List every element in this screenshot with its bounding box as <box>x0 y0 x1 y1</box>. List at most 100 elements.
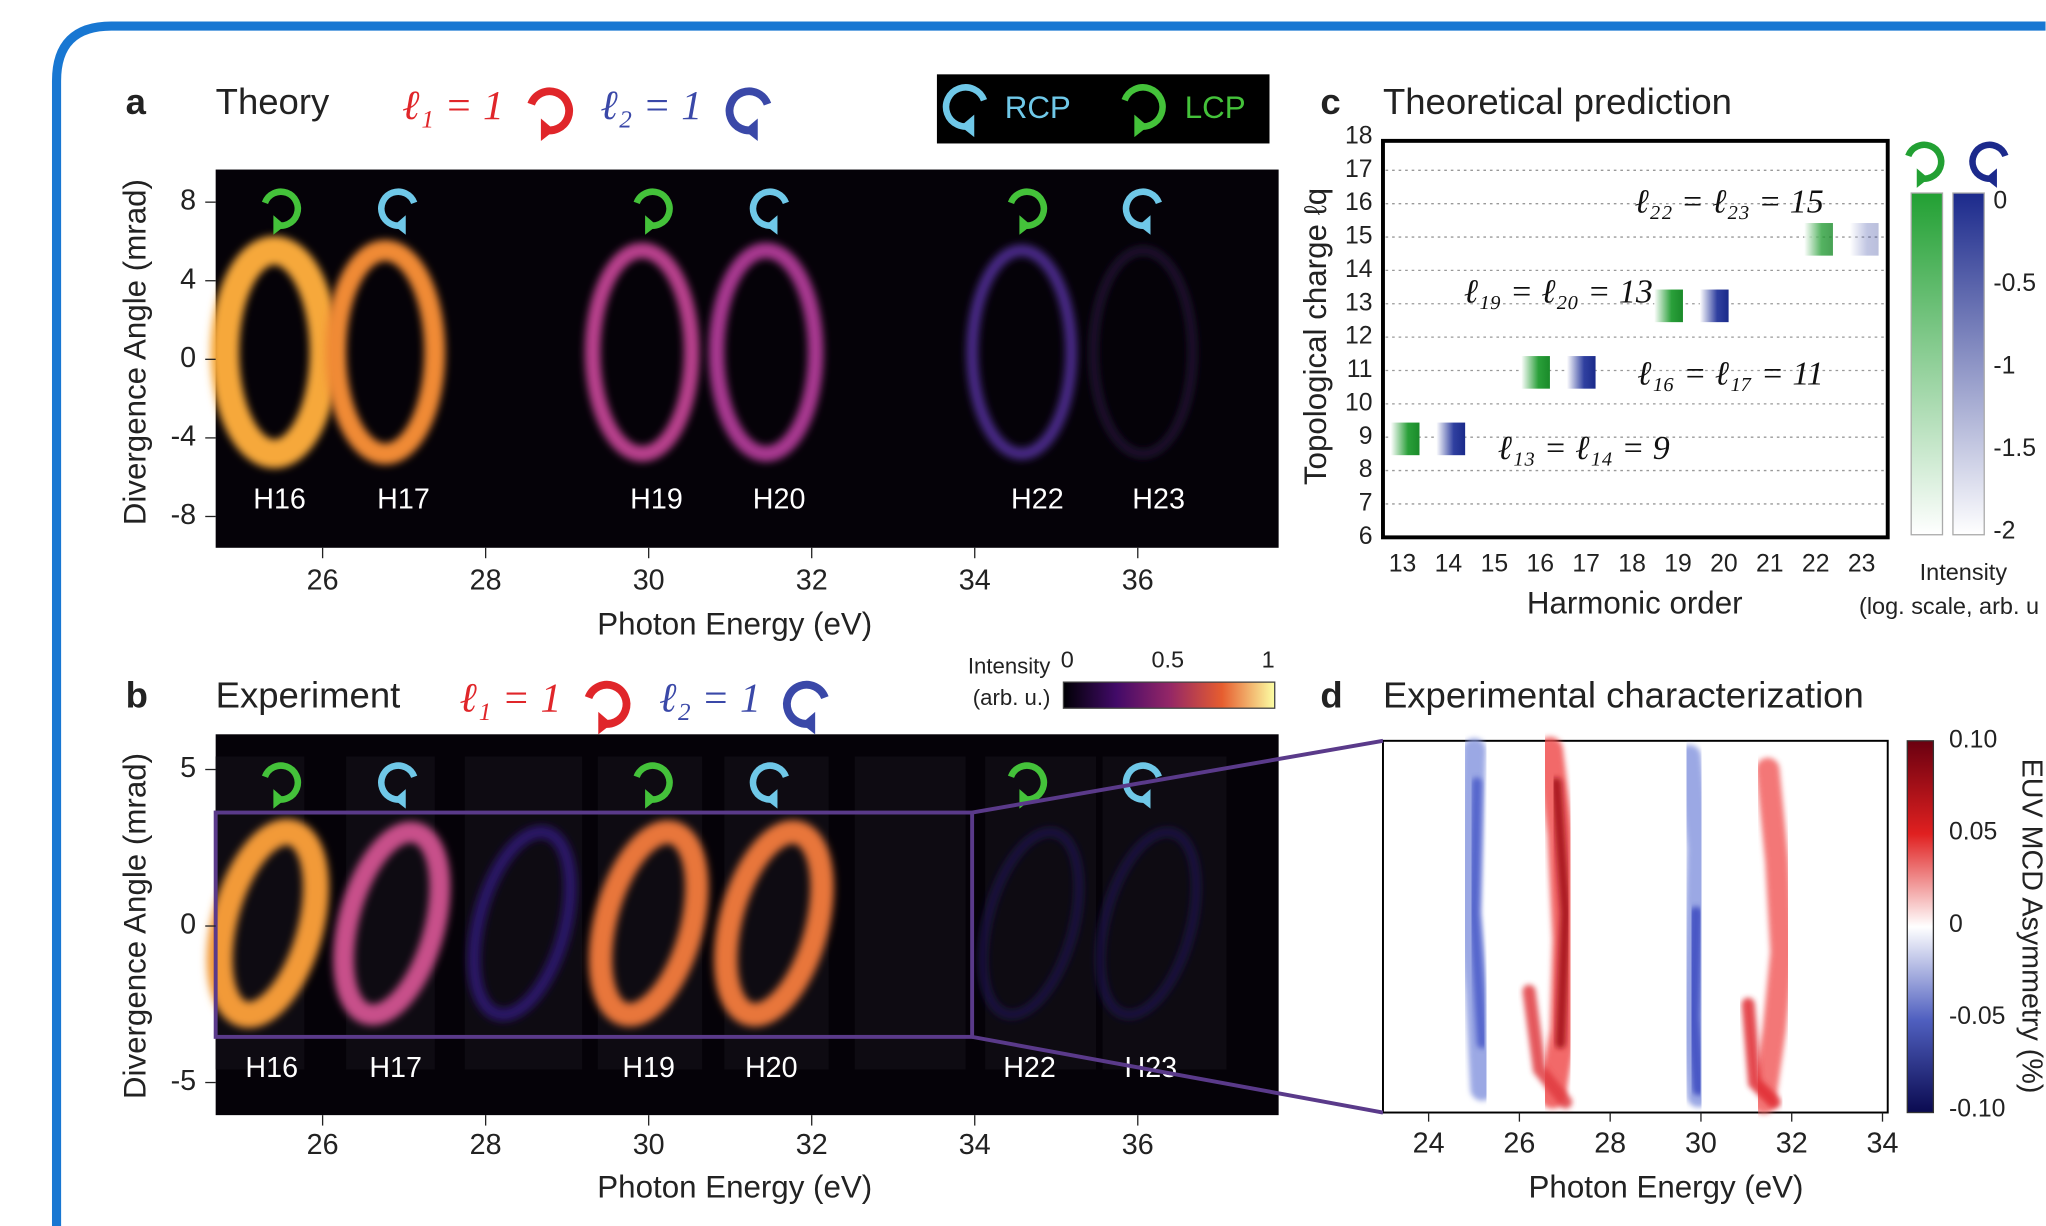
x-tick-label: 21 <box>1756 550 1784 577</box>
intensity-bar <box>1849 223 1879 256</box>
y-tick-label: 4 <box>180 263 196 295</box>
circular-arrow-icon <box>527 87 573 141</box>
circular-arrow-icon <box>633 188 673 235</box>
y-tick-label: 14 <box>1345 256 1373 283</box>
arc <box>942 84 988 130</box>
arc <box>527 87 573 135</box>
y-tick-label: 15 <box>1345 223 1373 250</box>
y-tick-label: 10 <box>1345 389 1373 416</box>
formula: ℓ₂ = 1 <box>659 675 761 721</box>
zoom-line <box>971 1034 1384 1115</box>
arc <box>1905 141 1945 182</box>
colorbar-label: (log. scale, arb. u <box>1859 593 2039 619</box>
formula: ℓ₁ = 1 <box>402 83 504 129</box>
x-tick-label: 28 <box>1594 1128 1626 1160</box>
ring <box>333 821 451 1026</box>
colorbar-tick-label: 0 <box>1949 911 1963 938</box>
circular-arrow-icon <box>783 680 829 735</box>
ring <box>1096 828 1201 1019</box>
ring <box>206 818 330 1028</box>
y-tick-label: 13 <box>1345 289 1373 316</box>
y-tick-label: 11 <box>1347 356 1373 383</box>
circular-arrow-icon <box>942 84 988 138</box>
x-axis-label: Photon Energy (eV) <box>597 1170 872 1205</box>
legend-label: RCP <box>1005 90 1071 125</box>
circular-arrow-icon <box>261 188 302 235</box>
arrowhead <box>1019 215 1032 235</box>
intensity-bar <box>1436 422 1466 456</box>
circular-arrow-icon <box>584 680 631 735</box>
x-tick-label: 34 <box>959 564 991 596</box>
circular-arrow-icon <box>1122 188 1162 235</box>
arrowhead <box>393 789 406 809</box>
colorbar-label: (arb. u.) <box>973 685 1051 710</box>
x-tick-label: 28 <box>470 1129 502 1161</box>
arrowhead <box>393 215 406 235</box>
arrowhead <box>801 711 816 735</box>
y-tick-label: 5 <box>180 752 196 784</box>
circular-arrow-icon <box>1905 141 1945 188</box>
x-tick-label: 30 <box>633 1129 665 1161</box>
arc <box>584 680 631 728</box>
colorbar-tick-label: -0.10 <box>1949 1095 2005 1122</box>
harmonic-label: H16 <box>253 483 306 515</box>
colorbar-tick-label: 0 <box>1061 646 1074 672</box>
x-tick-label: 26 <box>307 564 339 596</box>
x-tick-label: 23 <box>1848 550 1876 577</box>
x-tick-label: 34 <box>959 1129 991 1161</box>
zoom-line <box>971 738 1384 815</box>
image-strip <box>854 756 966 1070</box>
x-axis-label: Photon Energy (eV) <box>1529 1170 1804 1205</box>
frame <box>51 21 2046 1226</box>
x-axis-label: Photon Energy (eV) <box>597 606 872 641</box>
arc <box>1007 762 1048 803</box>
annotation: ℓ₁₃ = ℓ₁₄ = 9 <box>1498 430 1670 467</box>
y-tick-label: 6 <box>1359 523 1373 550</box>
panel-label: b <box>126 674 148 715</box>
y-tick-label: 0 <box>180 342 196 374</box>
arc <box>1121 84 1166 130</box>
arrowhead <box>1985 168 1997 188</box>
arrowhead <box>1138 215 1151 235</box>
circular-arrow-icon <box>378 188 418 235</box>
y-tick-label: 8 <box>1359 456 1373 483</box>
x-tick-label: 19 <box>1664 550 1692 577</box>
intensity-bar <box>1804 223 1833 256</box>
circular-arrow-icon <box>378 762 418 809</box>
arc <box>378 762 418 803</box>
colorbar-tick-label: -0.5 <box>1993 270 2036 297</box>
harmonic-label: H22 <box>1003 1052 1056 1084</box>
x-tick-label: 36 <box>1122 564 1154 596</box>
circular-arrow-icon <box>749 188 789 235</box>
circular-arrow-icon <box>261 762 302 809</box>
asymmetry-band <box>1469 777 1488 1049</box>
arrowhead <box>1138 789 1151 809</box>
circular-arrow-icon <box>749 762 789 809</box>
legend-label: LCP <box>1185 90 1246 125</box>
x-tick-label: 20 <box>1710 550 1738 577</box>
annotation: ℓ₁₆ = ℓ₁₇ = 11 <box>1637 356 1823 393</box>
intensity-bar <box>1390 422 1420 456</box>
arc <box>725 87 772 135</box>
x-tick-label: 24 <box>1413 1128 1445 1160</box>
x-tick-label: 32 <box>796 564 828 596</box>
arrowhead <box>765 215 778 235</box>
y-tick-label: 7 <box>1359 489 1373 516</box>
x-tick-label: 16 <box>1526 550 1554 577</box>
harmonic-label: H17 <box>369 1052 422 1084</box>
y-axis-label: Topological charge ℓq <box>1298 188 1333 485</box>
arc <box>1007 188 1048 229</box>
colorbar-tick-label: -1 <box>1993 353 2015 380</box>
arc <box>378 188 418 229</box>
ring <box>978 828 1083 1019</box>
ring <box>584 242 700 462</box>
harmonic-label: H20 <box>753 483 806 515</box>
arc <box>261 762 302 803</box>
formula: ℓ₁ = 1 <box>460 675 562 721</box>
arrowhead <box>540 118 555 141</box>
x-tick-label: 17 <box>1572 550 1600 577</box>
y-tick-label: 17 <box>1345 156 1373 183</box>
colorbar <box>1062 681 1276 709</box>
zoom-box <box>213 810 975 1039</box>
y-tick-label: -5 <box>171 1065 197 1097</box>
